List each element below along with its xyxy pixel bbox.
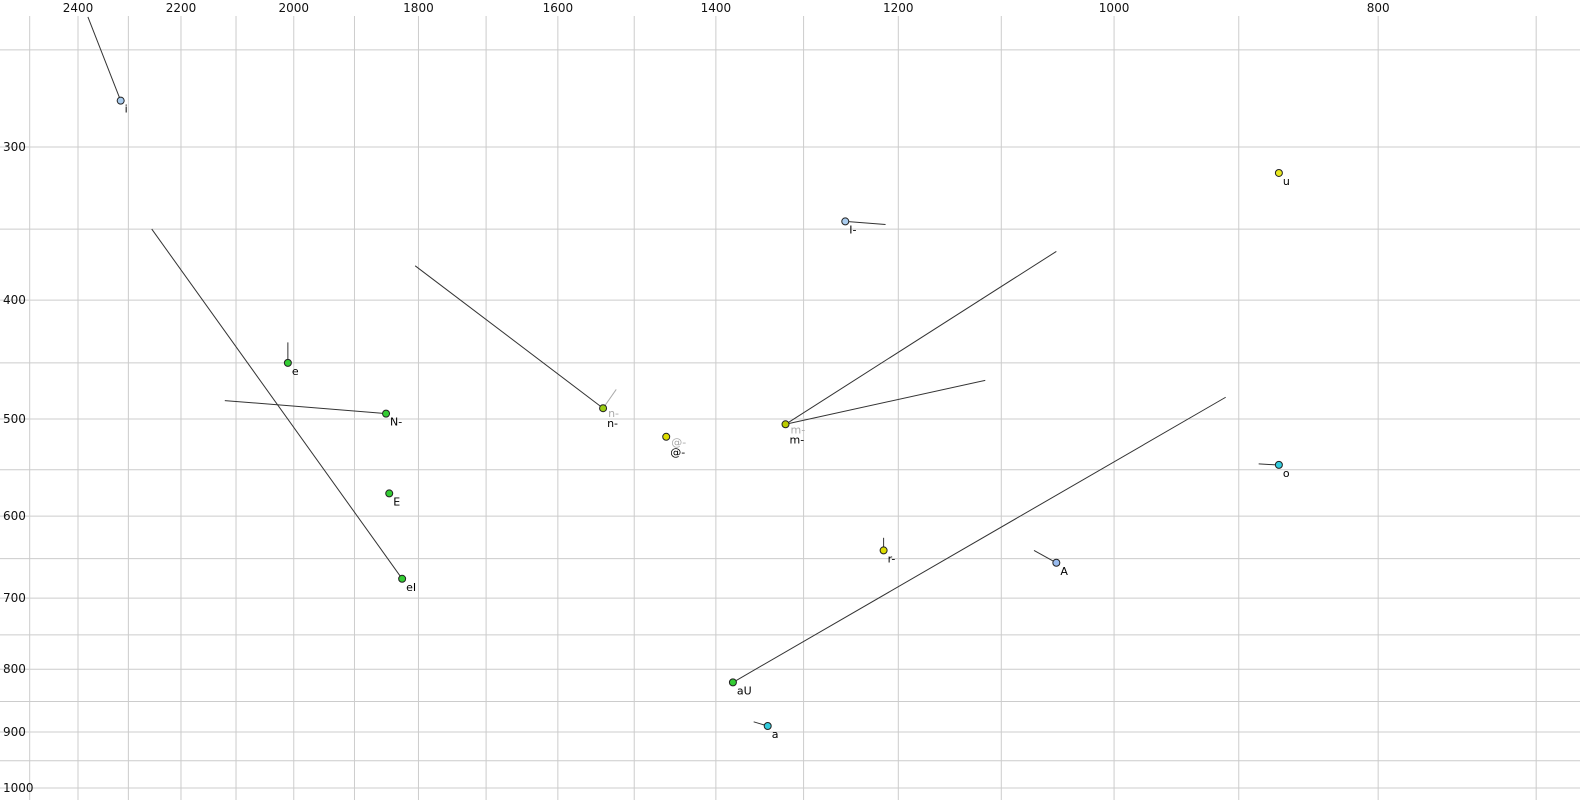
trajectory-line (1033, 549, 1057, 564)
point-label: @- (670, 446, 685, 459)
y-tick-label: 600 (3, 509, 26, 523)
point-label: aU (737, 684, 752, 697)
point-label: a (772, 728, 779, 741)
data-point-A[interactable] (1052, 558, 1061, 567)
point-label: I- (849, 223, 856, 236)
trajectory-line (151, 228, 403, 580)
x-tick-label: 1000 (1099, 1, 1130, 15)
y-tick-label: 800 (3, 662, 26, 676)
point-label: n- (607, 417, 618, 430)
trajectory-line (785, 250, 1057, 425)
point-label: m- (790, 433, 805, 446)
x-tick-label: 2400 (63, 1, 94, 15)
data-point-n-[interactable] (599, 404, 608, 413)
x-tick-label: 1600 (543, 1, 574, 15)
data-point-m-[interactable] (781, 420, 790, 429)
trajectory-line (414, 265, 604, 409)
y-tick-label: 700 (3, 591, 26, 605)
data-point-a[interactable] (763, 722, 772, 731)
x-tick-label: 2200 (166, 1, 197, 15)
trajectory-line (732, 396, 1226, 683)
point-label: o (1283, 467, 1290, 480)
point-label: e (292, 365, 299, 378)
point-label: E (393, 495, 400, 508)
point-ghost-label: @- (671, 436, 686, 449)
point-label: A (1060, 565, 1068, 578)
point-label: u (1283, 175, 1290, 188)
data-point-N-[interactable] (382, 409, 391, 418)
x-tick-label: 1200 (883, 1, 914, 15)
x-tick-label: 1400 (701, 1, 732, 15)
point-label: eI (406, 581, 416, 594)
data-point-I-[interactable] (841, 217, 850, 226)
x-tick-label: 1800 (403, 1, 434, 15)
data-point-@-[interactable] (662, 432, 671, 441)
y-tick-label: 900 (3, 725, 26, 739)
data-point-r-[interactable] (879, 546, 888, 555)
point-ghost-label: n- (608, 407, 619, 420)
data-point-i[interactable] (116, 96, 125, 105)
trajectory-line (845, 220, 886, 225)
x-tick-label: 800 (1367, 1, 1390, 15)
point-ghost-label: m- (791, 423, 806, 436)
x-tick-label: 2000 (278, 1, 309, 15)
trajectory-line (785, 379, 986, 425)
data-point-aU[interactable] (728, 678, 737, 687)
trajectory-line (87, 16, 122, 101)
data-point-u[interactable] (1274, 168, 1283, 177)
point-label: r- (888, 552, 896, 565)
y-tick-label: 1000 (3, 781, 34, 795)
y-tick-label: 300 (3, 140, 26, 154)
trajectory-line (1258, 463, 1277, 466)
data-point-E[interactable] (385, 489, 394, 498)
data-point-o[interactable] (1274, 460, 1283, 469)
y-tick-label: 500 (3, 412, 26, 426)
trajectory-line (224, 400, 387, 415)
y-tick-label: 400 (3, 293, 26, 307)
point-label: N- (390, 416, 402, 429)
data-point-e[interactable] (283, 358, 292, 367)
data-point-eI[interactable] (398, 574, 407, 583)
point-label: i (125, 103, 128, 116)
